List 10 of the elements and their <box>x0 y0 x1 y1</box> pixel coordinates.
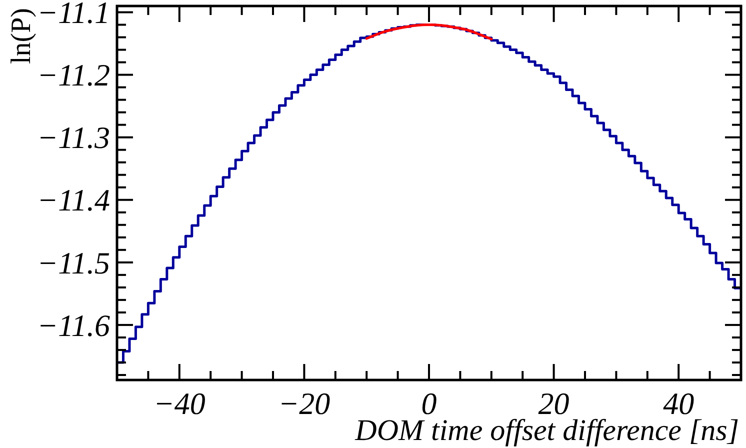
y-tick-label: −11.1 <box>37 0 110 30</box>
y-tick-label: −11.3 <box>37 120 110 156</box>
y-tick-label: −11.5 <box>37 245 110 280</box>
y-axis-title: ln(P) <box>6 8 37 64</box>
y-tick-label: −11.6 <box>37 308 110 343</box>
line-series <box>365 24 493 40</box>
x-tick-label: −40 <box>153 386 206 421</box>
y-tick-label: −11.4 <box>37 182 110 218</box>
x-tick-label: −20 <box>278 386 331 421</box>
y-tick-label: −11.2 <box>37 58 110 93</box>
